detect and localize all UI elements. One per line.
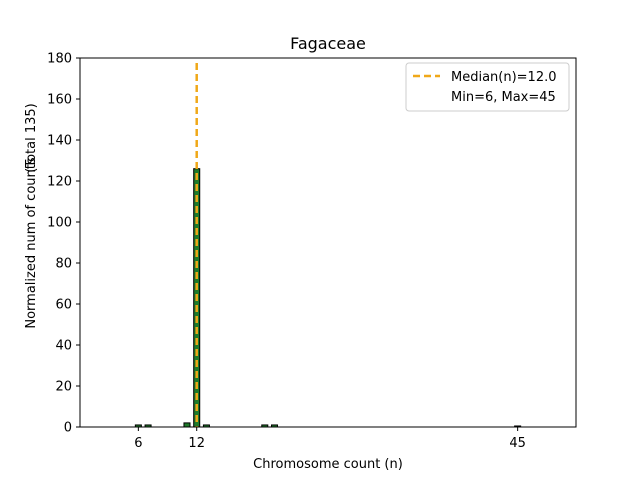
y-tick-label: 120	[47, 175, 72, 190]
legend-median-label: Median(n)=12.0	[451, 70, 557, 85]
y-tick-label: 140	[47, 134, 72, 149]
bar-n-11	[183, 422, 191, 428]
y-tick-label: 40	[55, 339, 72, 354]
plot-frame	[79, 57, 577, 428]
x-tick-label: 45	[509, 436, 526, 451]
x-tick-label: 12	[188, 436, 205, 451]
legend-range-label: Min=6, Max=45	[451, 90, 556, 105]
y-tick-label: 160	[47, 93, 72, 108]
y-axis-label: Normalized num of counts	[24, 157, 39, 328]
y-tick-label: 80	[55, 257, 72, 272]
y-tick-label: 100	[47, 216, 72, 231]
axes-layer: 0 20 40 60 80 100 120 140 160 180 6 12 45	[47, 52, 577, 451]
y-tick-label: 60	[55, 298, 72, 313]
y-tick-label: 0	[64, 421, 72, 436]
legend: Median(n)=12.0 Min=6, Max=45	[405, 62, 570, 112]
y-axis-total-note: (Total 135)	[24, 103, 39, 172]
chart-title: Fagaceae	[290, 34, 366, 53]
y-tick-label: 20	[55, 380, 72, 395]
x-tick-label: 6	[134, 436, 142, 451]
legend-box	[405, 62, 570, 112]
y-tick-label: 180	[47, 52, 72, 67]
x-axis-label: Chromosome count (n)	[253, 457, 403, 472]
